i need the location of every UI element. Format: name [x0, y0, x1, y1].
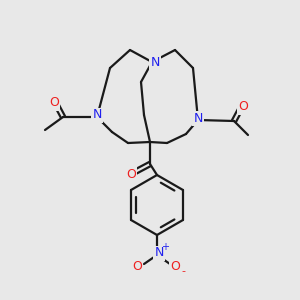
- Text: N: N: [193, 112, 203, 124]
- Text: N: N: [150, 56, 160, 68]
- Text: O: O: [49, 97, 59, 110]
- Text: -: -: [181, 266, 185, 276]
- Text: O: O: [238, 100, 248, 113]
- Text: N: N: [154, 247, 164, 260]
- Text: O: O: [126, 167, 136, 181]
- Text: O: O: [132, 260, 142, 274]
- Text: N: N: [92, 109, 102, 122]
- Text: +: +: [161, 242, 169, 252]
- Text: O: O: [170, 260, 180, 274]
